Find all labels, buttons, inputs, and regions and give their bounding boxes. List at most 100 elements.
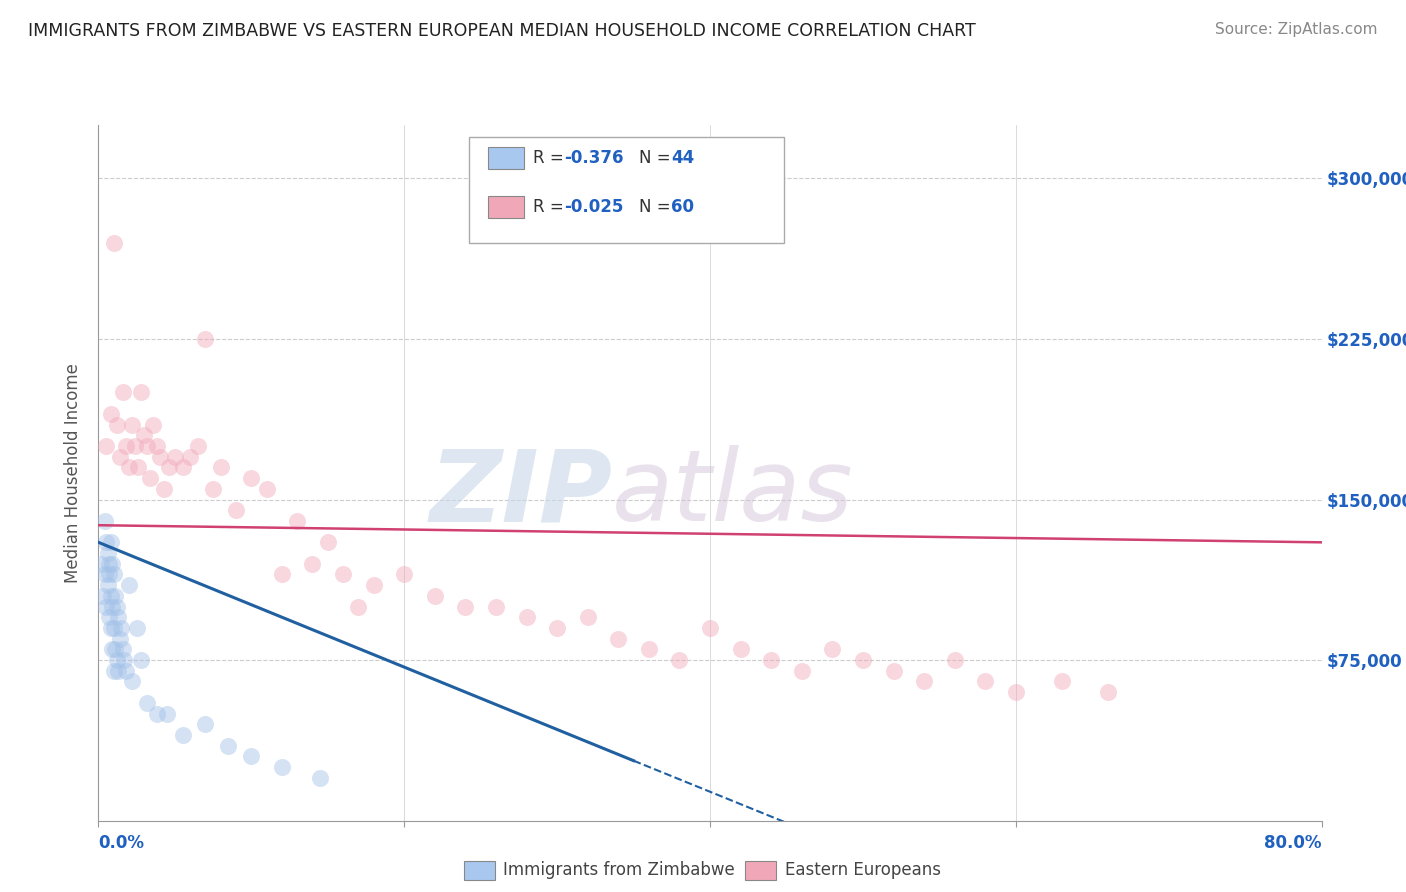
Point [759,653,782,667]
Point [145,439,167,453]
Point [912,674,935,689]
Point [105,599,128,614]
Point [347,599,370,614]
Point [172,460,194,475]
Point [142,417,165,432]
Point [240,749,263,764]
Point [136,439,159,453]
Point [637,642,661,657]
Point [111,385,134,400]
Point [94,535,117,549]
Text: 0.0%: 0.0% [98,834,145,852]
Text: atlas: atlas [612,445,853,542]
Point [134,428,156,442]
Point [301,557,323,571]
Point [883,664,905,678]
Point [217,739,239,753]
Point [118,460,141,475]
Point [100,535,122,549]
Text: Source: ZipAtlas.com: Source: ZipAtlas.com [1215,22,1378,37]
Text: ZIP: ZIP [429,445,612,542]
Point [91,589,114,603]
Point [115,439,138,453]
Text: N =: N = [638,149,676,167]
Point [607,632,630,646]
Point [194,717,217,731]
Point [139,471,162,485]
Point [100,621,122,635]
Point [270,760,292,774]
Point [129,653,152,667]
Point [163,450,186,464]
Point [423,589,446,603]
Point [485,599,508,614]
Point [974,674,997,689]
Point [516,610,538,624]
Point [209,460,232,475]
Point [105,417,128,432]
Point [107,610,129,624]
Point [730,642,752,657]
Point [179,450,201,464]
Point [121,417,143,432]
Point [98,610,121,624]
Point [97,578,120,592]
Point [576,610,599,624]
Point [111,642,134,657]
Point [98,557,121,571]
Point [104,642,127,657]
Point [363,578,385,592]
Point [156,706,179,721]
Point [145,706,167,721]
Point [256,482,278,496]
Text: Eastern Europeans: Eastern Europeans [785,861,941,879]
Text: N =: N = [638,198,676,216]
Text: IMMIGRANTS FROM ZIMBABWE VS EASTERN EUROPEAN MEDIAN HOUSEHOLD INCOME CORRELATION: IMMIGRANTS FROM ZIMBABWE VS EASTERN EURO… [28,22,976,40]
Text: -0.025: -0.025 [564,198,624,216]
Point [100,407,122,421]
Point [332,567,354,582]
Text: Immigrants from Zimbabwe: Immigrants from Zimbabwe [503,861,735,879]
Point [454,599,477,614]
Point [129,385,152,400]
Point [136,696,159,710]
Point [240,471,263,485]
Point [94,599,117,614]
Text: -0.376: -0.376 [564,149,624,167]
Point [668,653,690,667]
Point [546,621,568,635]
Point [852,653,875,667]
Point [285,514,308,528]
Point [108,450,131,464]
Point [225,503,247,517]
Text: 80.0%: 80.0% [1264,834,1322,852]
Point [124,439,146,453]
Point [103,567,125,582]
Point [121,674,143,689]
Point [112,653,135,667]
Point [153,482,176,496]
Point [101,642,124,657]
Point [1050,674,1073,689]
Point [103,664,125,678]
Point [110,621,132,635]
Point [127,460,149,475]
Point [115,664,138,678]
Point [97,546,120,560]
Point [316,535,339,549]
Point [157,460,180,475]
Point [100,589,122,603]
Point [270,567,292,582]
Text: R =: R = [533,149,569,167]
Y-axis label: Median Household Income: Median Household Income [65,363,83,582]
Point [172,728,194,742]
Point [90,557,112,571]
Point [149,450,172,464]
Point [104,589,127,603]
Point [821,642,844,657]
Point [790,664,813,678]
Point [309,771,332,785]
Point [125,621,148,635]
Point [105,653,128,667]
Point [93,514,115,528]
